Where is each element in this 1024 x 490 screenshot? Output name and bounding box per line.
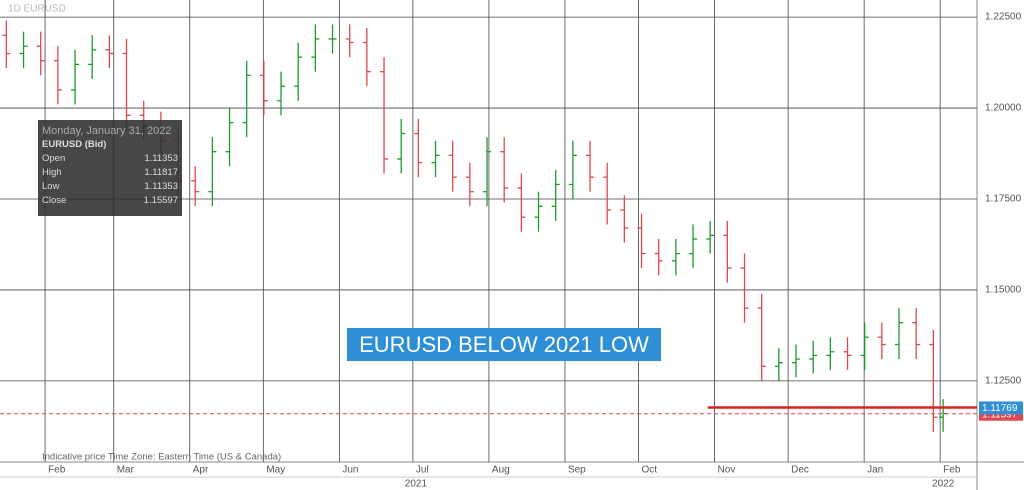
- chart-header: 1D EURUSD: [8, 4, 66, 15]
- x-tick-label: Aug: [492, 465, 510, 476]
- tooltip-value: 1.11817: [144, 167, 178, 178]
- tooltip-row: Open 1.11353: [42, 152, 178, 166]
- tooltip: Monday, January 31, 2022 EURUSD (Bid) Op…: [38, 120, 182, 216]
- x-tick-label: Apr: [193, 465, 209, 476]
- tooltip-date: Monday, January 31, 2022: [42, 125, 172, 137]
- y-tick-label: 1.17500: [985, 194, 1022, 205]
- x-tick-label: Sep: [568, 465, 586, 476]
- last-price-label: 1.11597: [982, 409, 1018, 420]
- tooltip-key: High: [42, 167, 62, 178]
- footer: Indicative price Time Zone: Eastern Time…: [42, 452, 281, 463]
- x-tick-label: Oct: [642, 465, 658, 476]
- tooltip-rows: Open 1.11353 High 1.11817 Low 1.11353 Close 1.1…: [42, 152, 178, 208]
- x-tick-label: Jan: [867, 465, 883, 476]
- x-tick-label: Feb: [48, 465, 66, 476]
- x-tick-label: Jul: [416, 465, 429, 476]
- year-label: 2021: [405, 479, 428, 490]
- tooltip-symbol: EURUSD (Bid): [42, 139, 107, 150]
- tooltip-row: High 1.11817: [42, 166, 178, 180]
- y-tick-label: 1.22500: [985, 12, 1022, 23]
- support-tag: [979, 401, 1023, 415]
- x-tick-label: Mar: [117, 465, 135, 476]
- x-tick-label: Nov: [718, 465, 736, 476]
- tooltip-value: 1.11353: [144, 181, 178, 192]
- y-tick-label: 1.20000: [985, 103, 1022, 114]
- tooltip-value: 1.11353: [144, 153, 178, 164]
- x-tick-label: Feb: [943, 465, 961, 476]
- y-tick-label: 1.12500: [985, 376, 1022, 387]
- y-tick-label: 1.15000: [985, 285, 1022, 296]
- x-tick-label: Jun: [342, 465, 358, 476]
- tooltip-key: Low: [42, 181, 60, 192]
- tooltip-key: Close: [42, 195, 67, 206]
- tooltip-row: Close 1.15597: [42, 194, 178, 208]
- tooltip-row: Low 1.11353: [42, 180, 178, 194]
- year-label: 2022: [932, 479, 955, 490]
- support-label: 1.11769: [982, 403, 1018, 414]
- tooltip-key: Open: [42, 153, 66, 164]
- x-tick-label: May: [266, 465, 285, 476]
- x-tick-label: Dec: [791, 465, 809, 476]
- tooltip-value: 1.15597: [143, 195, 178, 206]
- annotation: EURUSD BELOW 2021 LOW: [347, 328, 661, 361]
